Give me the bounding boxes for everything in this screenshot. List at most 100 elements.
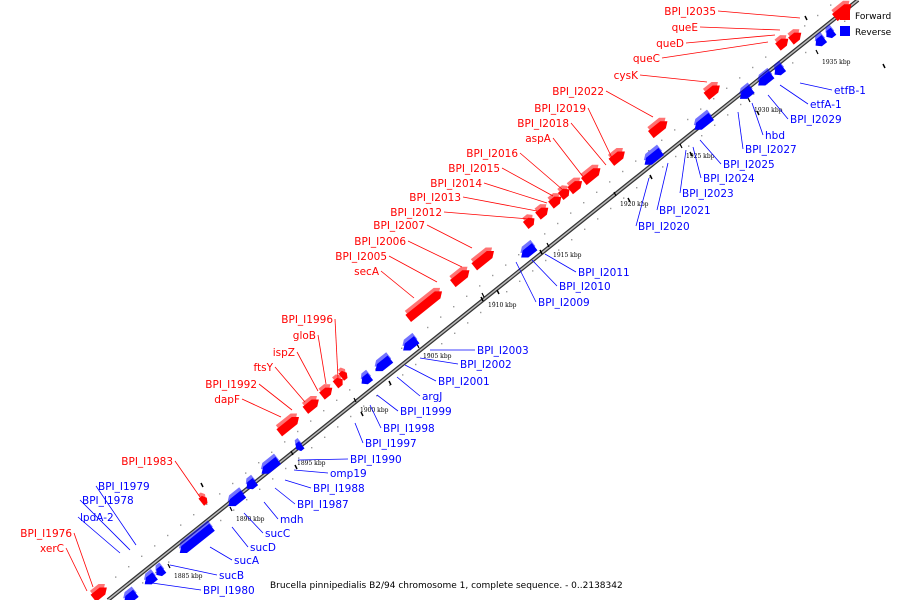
reverse-gene (227, 487, 247, 507)
forward-gene-label: ftsY (253, 362, 273, 374)
forward-gene-label: gloB (293, 330, 316, 342)
forward-leader (174, 460, 201, 498)
tick-label: 1915 kbp (553, 252, 582, 259)
reverse-gene-label: sucA (234, 555, 260, 567)
reverse-gene-label: etfA-1 (810, 99, 842, 111)
reverse-gene-label: BPI_I1978 (82, 495, 134, 507)
reverse-gene-label: BPI_I2029 (790, 114, 842, 126)
forward-gene-label: xerC (40, 543, 64, 555)
reverse-leader (79, 499, 131, 551)
site-marker (689, 151, 693, 157)
reverse-gene-label: sucB (219, 570, 244, 582)
forward-gene-label: BPI_I2035 (664, 6, 716, 18)
site-marker (294, 464, 298, 470)
reverse-leader (297, 458, 349, 461)
forward-leader (699, 26, 781, 31)
reverse-leader (751, 102, 764, 136)
tick-label: 1930 kbp (754, 107, 783, 114)
forward-gene-label: cysK (614, 70, 639, 82)
reverse-leader (293, 469, 329, 474)
forward-leader (661, 41, 769, 59)
legend: Forward Reverse (840, 10, 892, 38)
gene-features (89, 0, 886, 600)
reverse-gene-label: BPI_I2020 (638, 221, 690, 233)
reverse-gene (825, 24, 837, 39)
reverse-gene-label: BPI_I2027 (745, 144, 797, 156)
gene-labels: xerC BPI_I1976 BPI_I1983 dapF BPI_I1992 ftsYi… (20, 6, 866, 597)
forward-gene-label: BPI_I1996 (281, 314, 333, 326)
reverse-gene-label: BPI_I2010 (559, 281, 611, 293)
reverse-gene-label: BPI_I2003 (477, 345, 529, 357)
forward-gene (580, 164, 601, 186)
forward-gene-label: secA (354, 266, 380, 278)
forward-gene (89, 583, 107, 600)
forward-gene (702, 81, 720, 100)
forward-gene (449, 266, 470, 288)
reverse-gene-label: BPI_I2021 (659, 205, 711, 217)
forward-leader (426, 224, 473, 249)
reverse-leader (737, 111, 744, 150)
tick-label: 1935 kbp (822, 59, 851, 66)
forward-gene (301, 395, 319, 414)
reverse-gene-label: BPI_I2024 (703, 173, 755, 185)
reverse-gene (520, 239, 538, 258)
forward-gene (337, 367, 348, 381)
forward-leader (605, 90, 654, 118)
reverse-leader (376, 394, 399, 412)
forward-leader (317, 334, 327, 385)
forward-gene-label: BPI_I2007 (373, 220, 425, 232)
reverse-gene (360, 369, 374, 385)
forward-gene (647, 117, 668, 139)
forward-gene-label: ispZ (273, 347, 295, 359)
reverse-gene (155, 562, 167, 577)
tick-mark (679, 143, 683, 149)
reverse-leader (243, 512, 264, 534)
reverse-leader (531, 259, 558, 287)
forward-leader (296, 351, 319, 392)
site-marker (649, 174, 653, 180)
site-marker (360, 411, 364, 417)
forward-leader (258, 383, 293, 411)
reverse-gene (374, 352, 394, 372)
reverse-gene (294, 437, 305, 452)
forward-leader (380, 270, 415, 299)
forward-leader (483, 182, 548, 204)
forward-gene-label: BPI_I2012 (390, 207, 442, 219)
forward-gene-label: BPI_I2019 (534, 103, 586, 115)
sequence-caption: Brucella pinnipedialis B2/94 chromosome … (270, 581, 623, 591)
reverse-leader (656, 162, 669, 211)
forward-gene (787, 29, 802, 45)
legend-reverse-label: Reverse (855, 28, 892, 38)
reverse-leader (231, 526, 249, 548)
reverse-gene-label: sucD (250, 542, 276, 554)
forward-leader (552, 137, 585, 179)
tick-label: 1900 kbp (360, 407, 389, 414)
forward-leader (717, 10, 801, 19)
forward-gene-label: BPI_I2014 (430, 178, 482, 190)
reverse-gene-label: BPI_I1997 (365, 438, 417, 450)
reverse-gene-label: BPI_I1998 (383, 423, 435, 435)
forward-leader (639, 74, 708, 83)
legend-forward-label: Forward (855, 12, 891, 22)
reverse-gene-label: sucC (265, 528, 290, 540)
site-marker (882, 63, 886, 69)
reverse-leader (169, 564, 218, 576)
reverse-gene-label: BPI_I1999 (400, 406, 452, 418)
forward-gene (534, 204, 549, 220)
reverse-gene (245, 474, 259, 490)
tick-mark (167, 563, 171, 569)
tick-label: 1895 kbp (297, 460, 326, 467)
forward-gene (522, 214, 535, 229)
forward-leader (73, 532, 94, 588)
reverse-leader (77, 516, 121, 554)
forward-leader (274, 366, 306, 403)
reverse-leader (284, 479, 312, 489)
forward-leader (462, 196, 538, 212)
reverse-gene-label: mdh (280, 514, 304, 526)
forward-gene (774, 35, 789, 51)
forward-gene-label: queD (656, 38, 684, 50)
forward-gene-label: queE (672, 22, 698, 34)
forward-gene (607, 147, 625, 166)
forward-leader (241, 398, 282, 418)
tick-label: 1910 kbp (488, 302, 517, 309)
